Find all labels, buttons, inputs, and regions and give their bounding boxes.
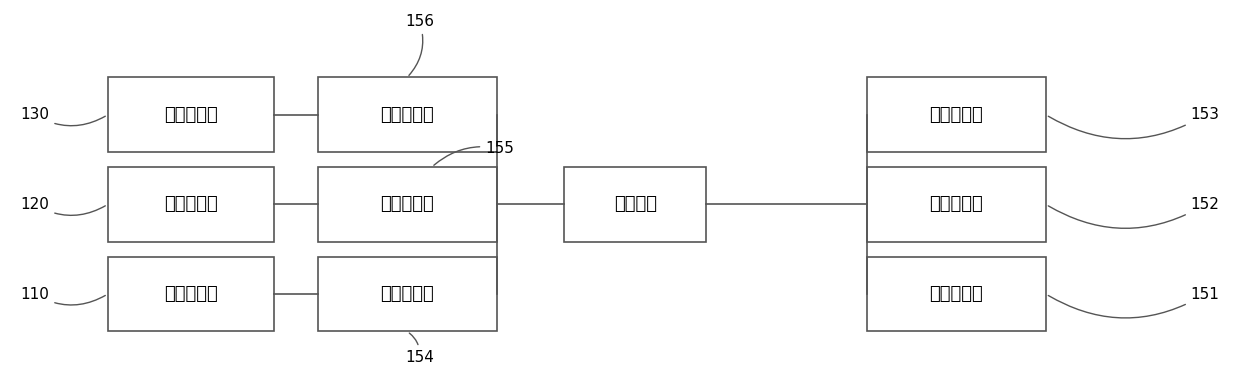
- FancyBboxPatch shape: [317, 77, 496, 152]
- Text: 第二加载轴: 第二加载轴: [164, 196, 218, 213]
- Text: 第一施压件: 第一施压件: [381, 285, 434, 303]
- Text: 试验样品: 试验样品: [614, 196, 657, 213]
- FancyBboxPatch shape: [564, 167, 707, 242]
- Text: 110: 110: [20, 287, 105, 305]
- Text: 152: 152: [1048, 197, 1220, 228]
- Text: 153: 153: [1048, 107, 1220, 139]
- FancyBboxPatch shape: [108, 77, 274, 152]
- Text: 120: 120: [20, 197, 105, 215]
- FancyBboxPatch shape: [317, 167, 496, 242]
- FancyBboxPatch shape: [867, 257, 1045, 331]
- FancyBboxPatch shape: [108, 257, 274, 331]
- Text: 154: 154: [405, 333, 434, 365]
- Text: 151: 151: [1048, 287, 1220, 318]
- FancyBboxPatch shape: [867, 77, 1045, 152]
- FancyBboxPatch shape: [867, 167, 1045, 242]
- Text: 第二承压件: 第二承压件: [930, 196, 983, 213]
- Text: 第一加载轴: 第一加载轴: [164, 285, 218, 303]
- Text: 156: 156: [405, 14, 434, 75]
- Text: 第二施压件: 第二施压件: [381, 196, 434, 213]
- FancyBboxPatch shape: [317, 257, 496, 331]
- FancyBboxPatch shape: [108, 167, 274, 242]
- Text: 第三承压件: 第三承压件: [930, 106, 983, 124]
- Text: 第一承压件: 第一承压件: [930, 285, 983, 303]
- Text: 130: 130: [20, 107, 105, 126]
- Text: 第三施压件: 第三施压件: [381, 106, 434, 124]
- Text: 第三加载轴: 第三加载轴: [164, 106, 218, 124]
- Text: 155: 155: [434, 141, 515, 165]
